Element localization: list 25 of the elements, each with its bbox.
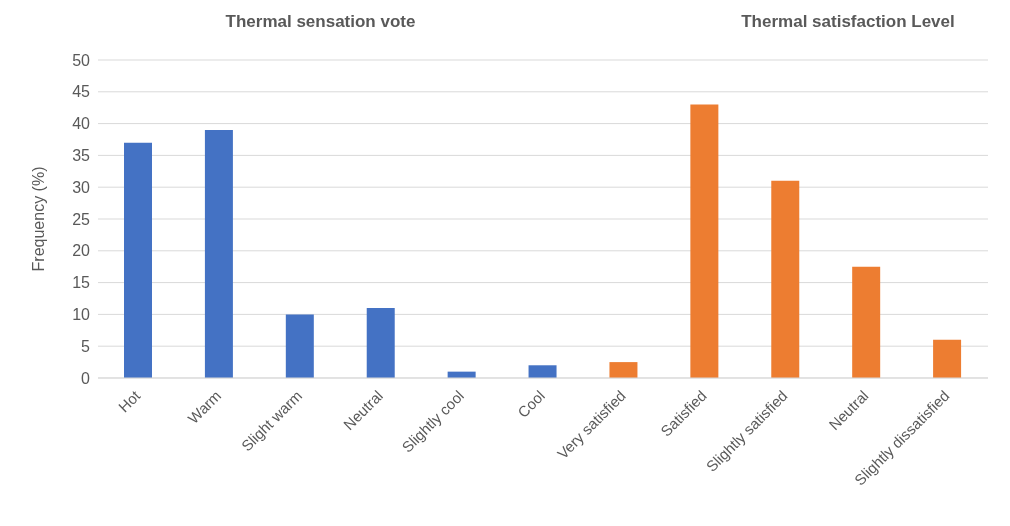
y-axis-title: Frequency (%) — [29, 166, 47, 272]
y-tick-label: 45 — [72, 83, 91, 101]
y-tick-label: 40 — [72, 115, 91, 133]
y-tick-label: 5 — [81, 337, 91, 355]
y-tick-label: 50 — [72, 51, 91, 69]
bar — [771, 180, 800, 378]
text: Thermal sensation vote — [224, 12, 417, 32]
y-tick-label: 35 — [72, 147, 91, 165]
y-tick-label: 15 — [72, 274, 91, 292]
bar — [285, 314, 314, 378]
bar — [852, 266, 881, 378]
y-tick-label: 25 — [72, 210, 91, 228]
y-tick-label: 30 — [72, 178, 91, 196]
bar — [124, 142, 152, 378]
bar — [528, 365, 557, 378]
bar — [933, 339, 962, 378]
text: Thermal satisfaction Level — [740, 12, 956, 32]
bar — [366, 308, 395, 378]
bar — [609, 362, 638, 378]
y-tick-label: 0 — [81, 369, 91, 387]
y-tick-label: 10 — [72, 306, 91, 324]
bar — [690, 104, 719, 378]
bar — [204, 129, 233, 378]
y-tick-label: 20 — [72, 242, 91, 260]
x-tick-label: Hot — [114, 386, 144, 416]
